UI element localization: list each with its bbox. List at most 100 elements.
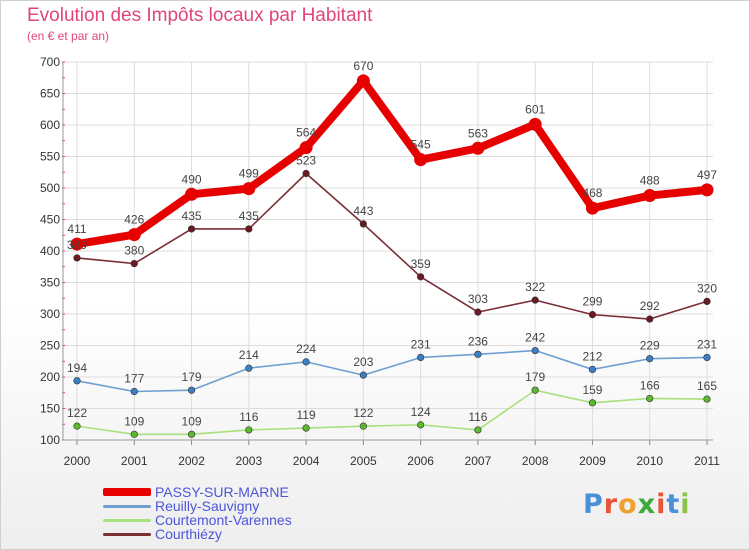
logo-letter: r xyxy=(604,489,618,520)
data-label: 563 xyxy=(468,126,488,140)
x-tick-label: 2010 xyxy=(636,454,663,468)
data-point xyxy=(188,226,195,233)
data-point xyxy=(475,309,482,316)
data-label: 242 xyxy=(525,331,545,345)
legend-swatch-passy xyxy=(103,488,151,496)
line-chart: 1001502002503003504004505005506006507002… xyxy=(1,1,749,549)
y-tick-label: 300 xyxy=(40,307,60,321)
series-line-1 xyxy=(77,351,707,392)
data-label: 179 xyxy=(525,370,545,384)
data-point xyxy=(185,188,198,201)
data-label: 299 xyxy=(582,295,602,309)
data-label: 523 xyxy=(296,154,316,168)
y-tick-label: 400 xyxy=(40,244,60,258)
data-label: 380 xyxy=(124,244,144,258)
data-point xyxy=(128,228,141,241)
data-label: 224 xyxy=(296,342,316,356)
y-tick-label: 600 xyxy=(40,118,60,132)
data-label: 159 xyxy=(582,383,602,397)
data-point xyxy=(188,387,195,394)
data-label: 119 xyxy=(297,408,316,422)
data-point xyxy=(303,359,310,366)
data-point xyxy=(475,427,482,434)
data-label: 564 xyxy=(296,126,316,140)
data-point xyxy=(246,365,253,372)
data-point xyxy=(74,255,81,262)
legend-item-courthiezy[interactable]: Courthiézy xyxy=(103,527,363,541)
data-point xyxy=(646,316,653,323)
x-tick-label: 2003 xyxy=(235,454,262,468)
y-tick-label: 200 xyxy=(40,370,60,384)
data-point xyxy=(417,422,424,429)
legend-item-courtemont[interactable]: Courtemont-Varennes xyxy=(103,513,363,527)
data-label: 109 xyxy=(124,414,144,428)
data-label: 214 xyxy=(239,348,259,362)
logo-letter: P xyxy=(583,489,604,520)
data-label: 116 xyxy=(239,410,258,424)
legend-label: Courthiézy xyxy=(155,526,222,542)
data-label: 166 xyxy=(640,378,660,392)
data-point xyxy=(242,182,255,195)
data-point xyxy=(589,311,596,318)
data-point xyxy=(646,395,653,402)
legend-item-reuilly[interactable]: Reuilly-Sauvigny xyxy=(103,499,363,513)
y-tick-label: 650 xyxy=(40,87,60,101)
data-point xyxy=(704,396,711,403)
x-tick-label: 2011 xyxy=(694,454,720,468)
data-label: 497 xyxy=(697,168,717,182)
data-label: 359 xyxy=(411,257,431,271)
y-tick-label: 500 xyxy=(40,181,60,195)
data-point xyxy=(360,221,367,228)
x-tick-label: 2004 xyxy=(293,454,320,468)
x-tick-label: 2001 xyxy=(121,454,148,468)
data-label: 545 xyxy=(411,138,431,152)
data-label: 165 xyxy=(697,379,717,393)
data-label: 488 xyxy=(640,174,660,188)
data-point xyxy=(532,347,539,354)
data-label: 109 xyxy=(182,414,202,428)
data-label: 435 xyxy=(239,209,259,223)
data-label: 229 xyxy=(640,339,660,353)
data-label: 203 xyxy=(353,355,373,369)
data-label: 411 xyxy=(67,222,86,236)
data-label: 231 xyxy=(697,337,717,351)
y-tick-label: 450 xyxy=(40,213,60,227)
x-tick-label: 2002 xyxy=(178,454,205,468)
data-label: 670 xyxy=(353,59,373,73)
series-line-3 xyxy=(77,174,707,320)
data-label: 322 xyxy=(525,280,545,294)
data-point xyxy=(417,354,424,361)
data-point xyxy=(529,118,542,131)
data-point xyxy=(360,372,367,379)
logo-letter: o xyxy=(618,489,638,520)
x-tick-label: 2008 xyxy=(522,454,549,468)
y-tick-label: 250 xyxy=(40,339,60,353)
x-tick-label: 2005 xyxy=(350,454,377,468)
y-tick-label: 550 xyxy=(40,150,60,164)
data-point xyxy=(589,400,596,407)
data-point xyxy=(704,298,711,305)
data-label: 292 xyxy=(640,299,660,313)
data-label: 236 xyxy=(468,334,488,348)
legend-swatch-reuilly xyxy=(103,505,151,508)
proxiti-logo: Proxiti xyxy=(583,489,691,520)
y-tick-label: 100 xyxy=(40,433,60,447)
x-tick-label: 2007 xyxy=(465,454,492,468)
data-point xyxy=(74,423,81,430)
data-point xyxy=(300,141,313,154)
legend-item-passy[interactable]: PASSY-SUR-MARNE xyxy=(103,485,363,499)
data-point xyxy=(704,354,711,361)
logo-letter: i xyxy=(680,489,690,520)
data-label: 116 xyxy=(468,410,487,424)
data-point xyxy=(417,274,424,281)
x-tick-label: 2009 xyxy=(579,454,606,468)
data-label: 490 xyxy=(182,172,202,186)
data-point xyxy=(188,431,195,438)
data-label: 389 xyxy=(67,238,87,252)
data-point xyxy=(360,423,367,430)
data-point xyxy=(74,377,81,384)
data-point xyxy=(475,351,482,358)
data-label: 122 xyxy=(67,406,87,420)
logo-letter: i xyxy=(656,489,666,520)
chart-frame: Evolution des Impôts locaux par Habitant… xyxy=(0,0,750,550)
